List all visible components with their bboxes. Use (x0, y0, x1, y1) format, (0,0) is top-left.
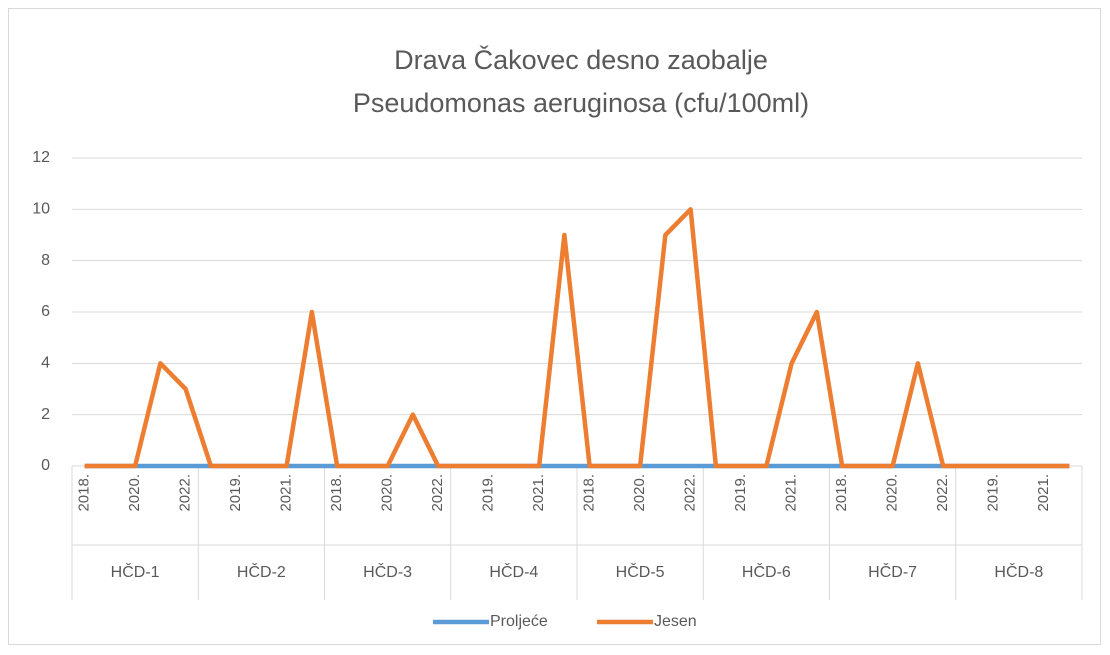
group-label: HČD-5 (616, 562, 665, 581)
x-tick-label: 2022. (682, 474, 699, 512)
x-tick-label: 2022. (177, 474, 194, 512)
group-label: HČD-7 (868, 562, 917, 581)
x-tick-label: 2021. (1035, 474, 1052, 512)
group-label: HČD-4 (489, 562, 538, 581)
y-tick-label: 6 (41, 303, 50, 320)
x-tick-label: 2022. (429, 474, 446, 512)
x-tick-label: 2021. (278, 474, 295, 512)
y-tick-label: 10 (32, 201, 50, 218)
group-label: HČD-1 (111, 562, 160, 581)
x-tick-label: 2018. (328, 474, 345, 512)
x-tick-label: 2019. (480, 474, 497, 512)
x-tick-label: 2021. (530, 474, 547, 512)
y-tick-label: 0 (41, 457, 50, 474)
series-line (84, 207, 1070, 469)
y-tick-label: 8 (41, 252, 50, 269)
x-tick-label: 2018. (581, 474, 598, 512)
y-tick-label: 4 (41, 355, 50, 372)
y-tick-label: 12 (32, 149, 50, 166)
x-tick-label: 2020. (126, 474, 143, 512)
x-tick-label: 2021. (783, 474, 800, 512)
x-tick-label: 2020. (884, 474, 901, 512)
group-label: HČD-2 (237, 562, 286, 581)
x-tick-label: 2019. (985, 474, 1002, 512)
legend-label: Jesen (654, 613, 697, 630)
x-tick-label: 2020. (379, 474, 396, 512)
x-tick-label: 2018. (833, 474, 850, 512)
x-tick-label: 2022. (934, 474, 951, 512)
group-label: HČD-3 (363, 562, 412, 581)
x-tick-label: 2019. (227, 474, 244, 512)
x-tick-label: 2018. (76, 474, 93, 512)
chart-title: Pseudomonas aeruginosa (cfu/100ml) (353, 88, 809, 118)
group-label: HČD-6 (742, 562, 791, 581)
x-tick-label: 2019. (732, 474, 749, 512)
group-label: HČD-8 (994, 562, 1043, 581)
y-tick-label: 2 (41, 406, 50, 423)
legend-label: Proljeće (490, 613, 548, 630)
chart-title: Drava Čakovec desno zaobalje (394, 44, 768, 75)
x-tick-label: 2020. (631, 474, 648, 512)
